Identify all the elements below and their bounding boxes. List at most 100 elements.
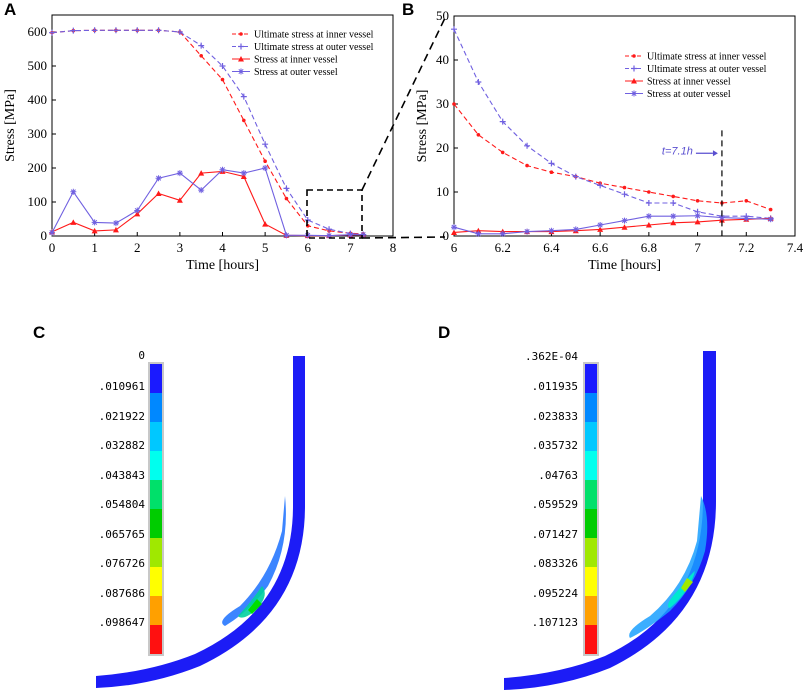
- x-tick-label: 6.8: [641, 240, 657, 255]
- data-point: [199, 54, 203, 58]
- colorbar-segment: [150, 451, 162, 480]
- colorbar-segment: [150, 480, 162, 509]
- x-tick-label: 3: [177, 240, 184, 255]
- data-point: [347, 231, 354, 238]
- data-point: [49, 29, 55, 36]
- y-tick-label: 200: [28, 160, 48, 175]
- fea-plot-d: [504, 351, 716, 690]
- data-point: [176, 29, 183, 35]
- series-line: [453, 28, 771, 219]
- x-tick-label: 8: [390, 240, 397, 255]
- vessel-shell-c: [96, 356, 305, 688]
- data-point: [525, 163, 529, 168]
- x-axis-label: Time [hours]: [588, 258, 661, 273]
- legend: Ultimate stress at inner vesselUltimate …: [232, 30, 374, 78]
- data-point: [549, 170, 554, 174]
- colorbar-segment: [150, 509, 162, 538]
- x-tick-label: 7: [694, 240, 701, 255]
- colorbar-label: .071427: [531, 527, 578, 541]
- data-point: [670, 200, 677, 206]
- colorbar-label: .011935: [531, 380, 578, 393]
- data-point: [670, 213, 677, 220]
- legend-entry: Stress at inner vessel: [254, 55, 338, 66]
- colorbar-segment: [150, 422, 162, 451]
- data-point: [524, 142, 531, 149]
- colorbar-label: .059529: [531, 498, 578, 511]
- legend-marker: [238, 68, 244, 75]
- colorbar-segment: [585, 596, 597, 625]
- data-point: [744, 199, 749, 203]
- y-axis-label: Stress [MPa]: [3, 89, 18, 162]
- colorbar-d: [583, 362, 599, 656]
- colorbar-label: .076726: [98, 557, 145, 570]
- colorbar-segment: [585, 393, 597, 422]
- data-point: [134, 207, 141, 214]
- legend-entry: Stress at outer vessel: [647, 89, 731, 100]
- colorbar-c: [148, 362, 164, 656]
- colorbar-label: .023833: [531, 409, 578, 423]
- colorbar-segment: [585, 567, 597, 596]
- data-point: [597, 222, 604, 228]
- legend-entry: Ultimate stress at inner vessel: [254, 30, 374, 41]
- data-point: [284, 196, 289, 201]
- data-point: [240, 173, 247, 179]
- legend-entry: Ultimate stress at inner vessel: [647, 52, 767, 63]
- y-tick-label: 0: [443, 228, 450, 243]
- colorbar-segment: [585, 451, 597, 480]
- colorbar-segment: [585, 364, 597, 393]
- data-point: [134, 210, 141, 217]
- x-tick-label: 4: [219, 240, 226, 255]
- stress-hotspot-c: [238, 586, 265, 618]
- colorbar-label: .065765: [98, 527, 145, 541]
- y-axis-label: Stress [MPa]: [415, 90, 430, 163]
- legend-marker: [238, 43, 244, 50]
- data-point: [645, 200, 652, 206]
- data-point: [694, 212, 701, 219]
- annotation-label: t=7.1h: [662, 146, 693, 158]
- data-point: [155, 190, 162, 196]
- fea-plot-c: [96, 356, 305, 688]
- series-4: [451, 212, 774, 237]
- panel-label-d: D: [438, 323, 451, 342]
- data-point: [597, 182, 604, 189]
- y-tick-label: 40: [436, 52, 449, 67]
- data-point: [262, 165, 269, 171]
- y-tick-label: 400: [28, 92, 48, 107]
- data-point: [283, 185, 290, 192]
- data-point: [91, 227, 98, 234]
- data-point: [360, 231, 367, 238]
- legend-marker: [631, 78, 637, 84]
- legend-entry: Ultimate stress at outer vessel: [254, 42, 374, 53]
- data-point: [767, 216, 774, 223]
- data-point: [326, 226, 333, 233]
- colorbar-segment: [150, 538, 162, 567]
- colorbar-label: .032882: [98, 439, 145, 452]
- x-tick-label: 1: [91, 240, 98, 255]
- colorbar-label: .054804: [98, 498, 145, 511]
- data-point: [743, 215, 750, 222]
- data-point: [91, 219, 98, 226]
- x-tick-label: 5: [262, 240, 269, 255]
- x-tick-label: 7: [347, 240, 354, 255]
- y-tick-label: 300: [28, 126, 48, 141]
- y-tick-label: 500: [28, 58, 48, 73]
- panel-label-c: C: [33, 323, 46, 342]
- x-tick-label: 0: [49, 240, 56, 255]
- data-point: [240, 93, 247, 100]
- data-point: [263, 159, 267, 163]
- y-tick-label: 0: [41, 228, 48, 243]
- legend-entry: Stress at inner vessel: [647, 77, 731, 88]
- vessel-shell-d: [504, 351, 716, 690]
- zoom-box: [306, 189, 363, 239]
- colorbar-segment: [150, 364, 162, 393]
- data-point: [645, 213, 652, 220]
- colorbar-label: .021922: [98, 409, 145, 423]
- data-point: [768, 207, 773, 212]
- data-point: [176, 170, 183, 177]
- colorbar-label: .04763: [538, 468, 578, 482]
- data-point: [451, 229, 457, 235]
- series-line: [51, 29, 364, 236]
- data-point: [695, 199, 700, 203]
- x-tick-label: 6.2: [495, 240, 511, 255]
- data-point: [70, 219, 77, 225]
